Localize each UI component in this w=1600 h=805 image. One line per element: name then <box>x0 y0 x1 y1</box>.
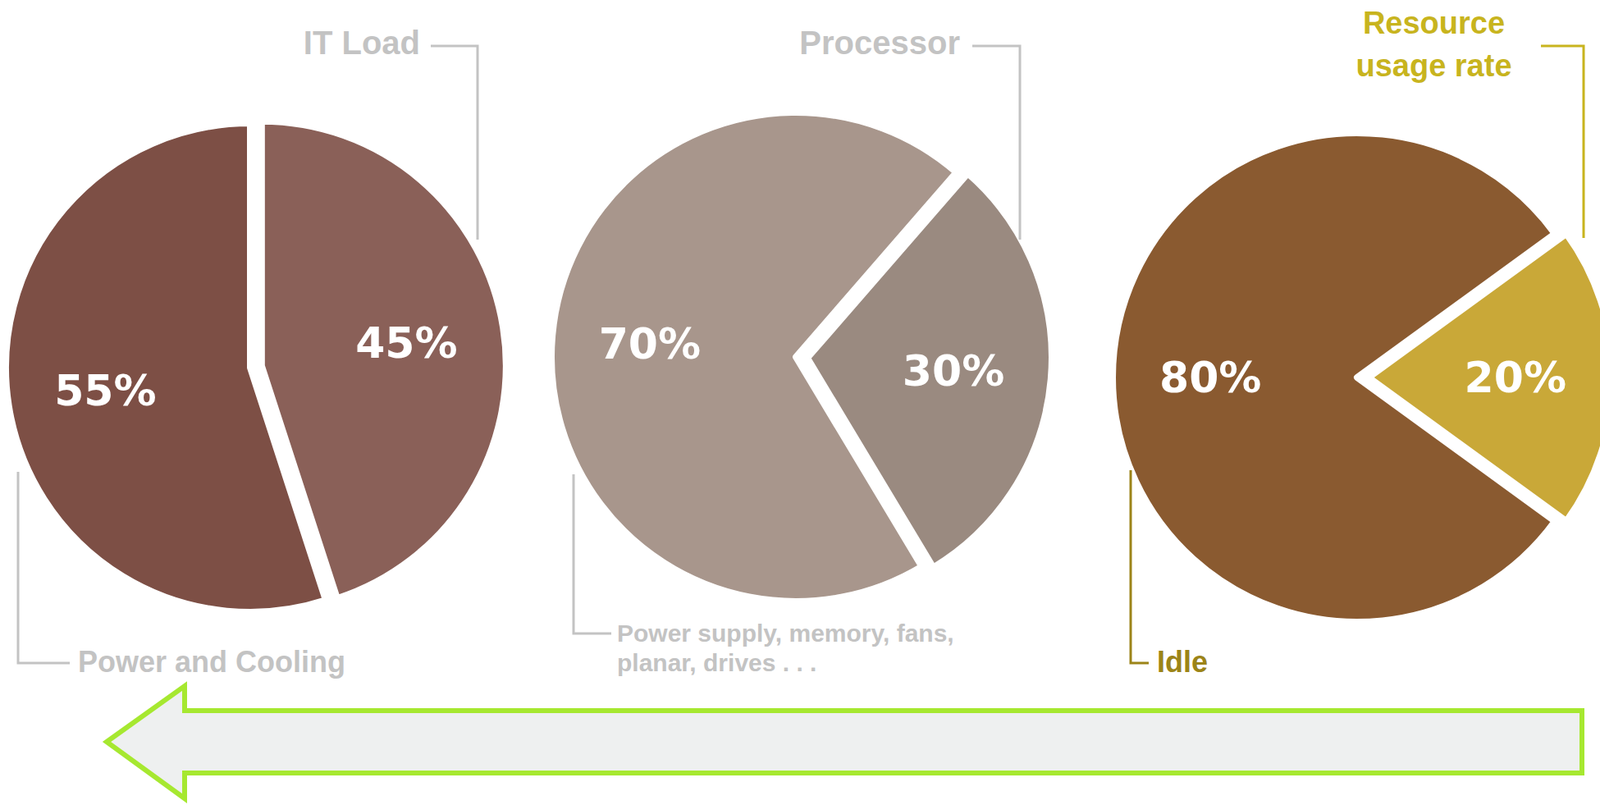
pie-slice <box>5 123 326 613</box>
data-labels: 30% 70% <box>598 319 1006 395</box>
category-label: IT Load <box>303 24 421 62</box>
stage: 45% 55% 30% 70% 20% 80% IT Load Power and Cooli… <box>0 0 1600 805</box>
leader-line <box>1130 470 1149 663</box>
chart-canvas: 45% 55% 30% 70% 20% 80% <box>0 0 1600 805</box>
data-label: 45% <box>355 318 458 368</box>
category-label: Processor <box>799 24 960 62</box>
arrow <box>106 685 1582 799</box>
category-label: Power and Cooling <box>77 644 346 680</box>
pie-slice <box>551 112 957 602</box>
leader-line <box>1540 45 1584 238</box>
pie <box>5 121 507 613</box>
data-label: 55% <box>54 365 156 416</box>
pie <box>1112 132 1600 622</box>
data-label: 80% <box>1159 352 1262 403</box>
leader-line <box>972 45 1020 240</box>
data-label: 30% <box>902 346 1005 396</box>
pie <box>551 112 1052 602</box>
category-label: Power supply, memory, fans, planar, driv… <box>617 618 979 678</box>
leader-line <box>430 45 478 240</box>
data-labels: 45% 55% <box>54 318 458 416</box>
leader-line <box>573 474 612 634</box>
data-labels: 20% 80% <box>1159 352 1567 403</box>
data-label: 70% <box>598 319 701 369</box>
category-label: Resource usage rate <box>1333 1 1535 87</box>
leader-line <box>18 471 70 663</box>
category-label: Idle <box>1156 644 1208 680</box>
data-label: 20% <box>1464 352 1567 403</box>
